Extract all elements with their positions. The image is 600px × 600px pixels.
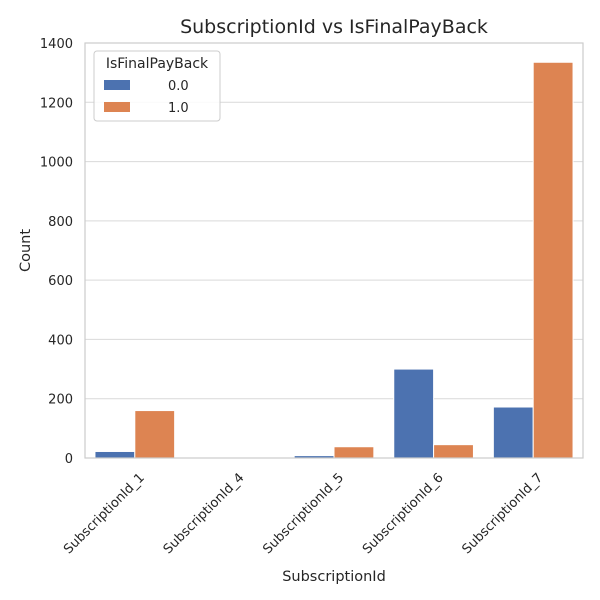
legend-swatch [104,102,130,112]
bar-series-0.0-SubscriptionId_1 [94,450,136,459]
y-tick-label: 1000 [40,156,73,171]
legend-label: 0.0 [168,79,189,94]
bar-series-1.0-SubscriptionId_5 [333,446,375,459]
legend-label: 1.0 [168,101,189,116]
x-tick-label: SubscriptionId_1 [61,470,148,557]
x-axis-ticks: SubscriptionId_1 SubscriptionId_4 Subscrip… [61,470,546,557]
y-axis-label: Count [18,229,34,272]
y-axis-ticks: 0 200 400 600 800 1000 1200 1400 [40,37,73,467]
y-tick-label: 0 [65,452,73,467]
bars [94,61,574,459]
legend-items: 0.01.0 [104,79,189,116]
x-tick-label: SubscriptionId_5 [260,470,347,557]
x-tick-label: SubscriptionId_7 [460,470,547,557]
y-tick-label: 800 [48,215,73,230]
plot-frame [84,42,584,459]
chart-title: SubscriptionId vs IsFinalPayBack [180,16,488,38]
y-tick-label: 1400 [40,37,73,52]
x-tick-label: SubscriptionId_6 [360,470,447,557]
y-tick-label: 600 [48,274,73,289]
x-tick-label: SubscriptionId_4 [161,470,248,557]
bar-series-0.0-SubscriptionId_6 [393,368,435,459]
x-axis-label: SubscriptionId [282,569,386,585]
legend-title: IsFinalPayBack [106,56,209,72]
bar-series-1.0-SubscriptionId_1 [134,410,176,459]
y-tick-label: 1200 [40,96,73,111]
bar-series-0.0-SubscriptionId_7 [492,406,534,459]
legend: IsFinalPayBack 0.01.0 [93,50,221,122]
y-tick-label: 400 [48,333,73,348]
bar-series-1.0-SubscriptionId_7 [532,61,574,459]
legend-swatch [104,80,130,90]
bar-series-1.0-SubscriptionId_6 [433,444,474,459]
y-tick-label: 200 [48,393,73,408]
